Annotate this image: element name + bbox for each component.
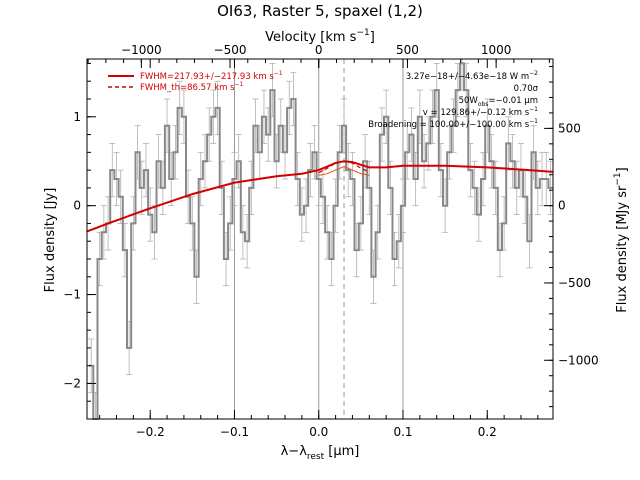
top-tick-label: −500: [214, 43, 247, 57]
x-tick-label: 0.0: [309, 425, 328, 439]
chart-title: OI63, Raster 5, spaxel (1,2): [217, 2, 423, 20]
annotation-wavelength-offset: 50Wobs=−0.01 μm: [459, 96, 538, 108]
y-tick-label: −2: [63, 376, 81, 390]
model-curve-dashed: [318, 160, 370, 174]
legend-label-solid: FWHM=217.93+/−217.93 km s−1: [140, 70, 283, 82]
top-axis-label: Velocity [km s−1]: [265, 28, 375, 45]
right-tick-label: −1000: [558, 353, 599, 367]
top-tick-label: 1000: [481, 43, 512, 57]
y-tick-label: −1: [63, 288, 81, 302]
annotation-velocity: v = 129.86+/−0.12 km s−1: [423, 106, 538, 118]
model-series: [86, 160, 554, 233]
right-axis-label: Flux density [MJy sr−1]: [613, 167, 630, 312]
data-series: [89, 62, 553, 420]
x-tick-label: 0.1: [393, 425, 412, 439]
annotation-integrated-flux: 3.27e−18+/−4.63e−18 W m−2: [406, 70, 538, 82]
observed-spectrum-steps: [89, 62, 553, 420]
x-tick-label: −0.2: [136, 425, 165, 439]
legend: FWHM=217.93+/−217.93 km s−1 FWHM_th=86.5…: [108, 70, 283, 93]
left-axis-label: Flux density [Jy]: [43, 188, 58, 293]
y-tick-label: 1: [73, 110, 81, 124]
plot-frame: [86, 58, 554, 420]
x-tick-label: 0.2: [478, 425, 497, 439]
axis-ticks: −0.2 −0.1 0.0 0.1 0.2 −1000 −500 0 500 1000 −2 −1 0 1…: [63, 43, 598, 439]
top-tick-label: −1000: [121, 43, 162, 57]
y-tick-label: 0: [73, 199, 81, 213]
top-tick-label: 500: [396, 43, 419, 57]
right-tick-label: −500: [558, 276, 591, 290]
top-tick-label: 0: [315, 43, 323, 57]
reference-lines: [233, 59, 404, 419]
right-tick-label: 0: [558, 199, 566, 213]
model-curve-solid-thin: [318, 166, 370, 176]
fit-annotations: 3.27e−18+/−4.63e−18 W m−2 0.70σ 50Wobs=−…: [368, 70, 538, 130]
bottom-axis-label: λ−λrest [μm]: [281, 444, 360, 462]
legend-label-dashed: FWHM_th=86.57 km s−1: [140, 81, 244, 93]
annotation-broadening: Broadening = 100.00+/−100.00 km s−1: [368, 118, 538, 130]
annotation-significance: 0.70σ: [514, 84, 539, 94]
x-tick-label: −0.1: [220, 425, 249, 439]
right-tick-label: 500: [558, 121, 581, 135]
